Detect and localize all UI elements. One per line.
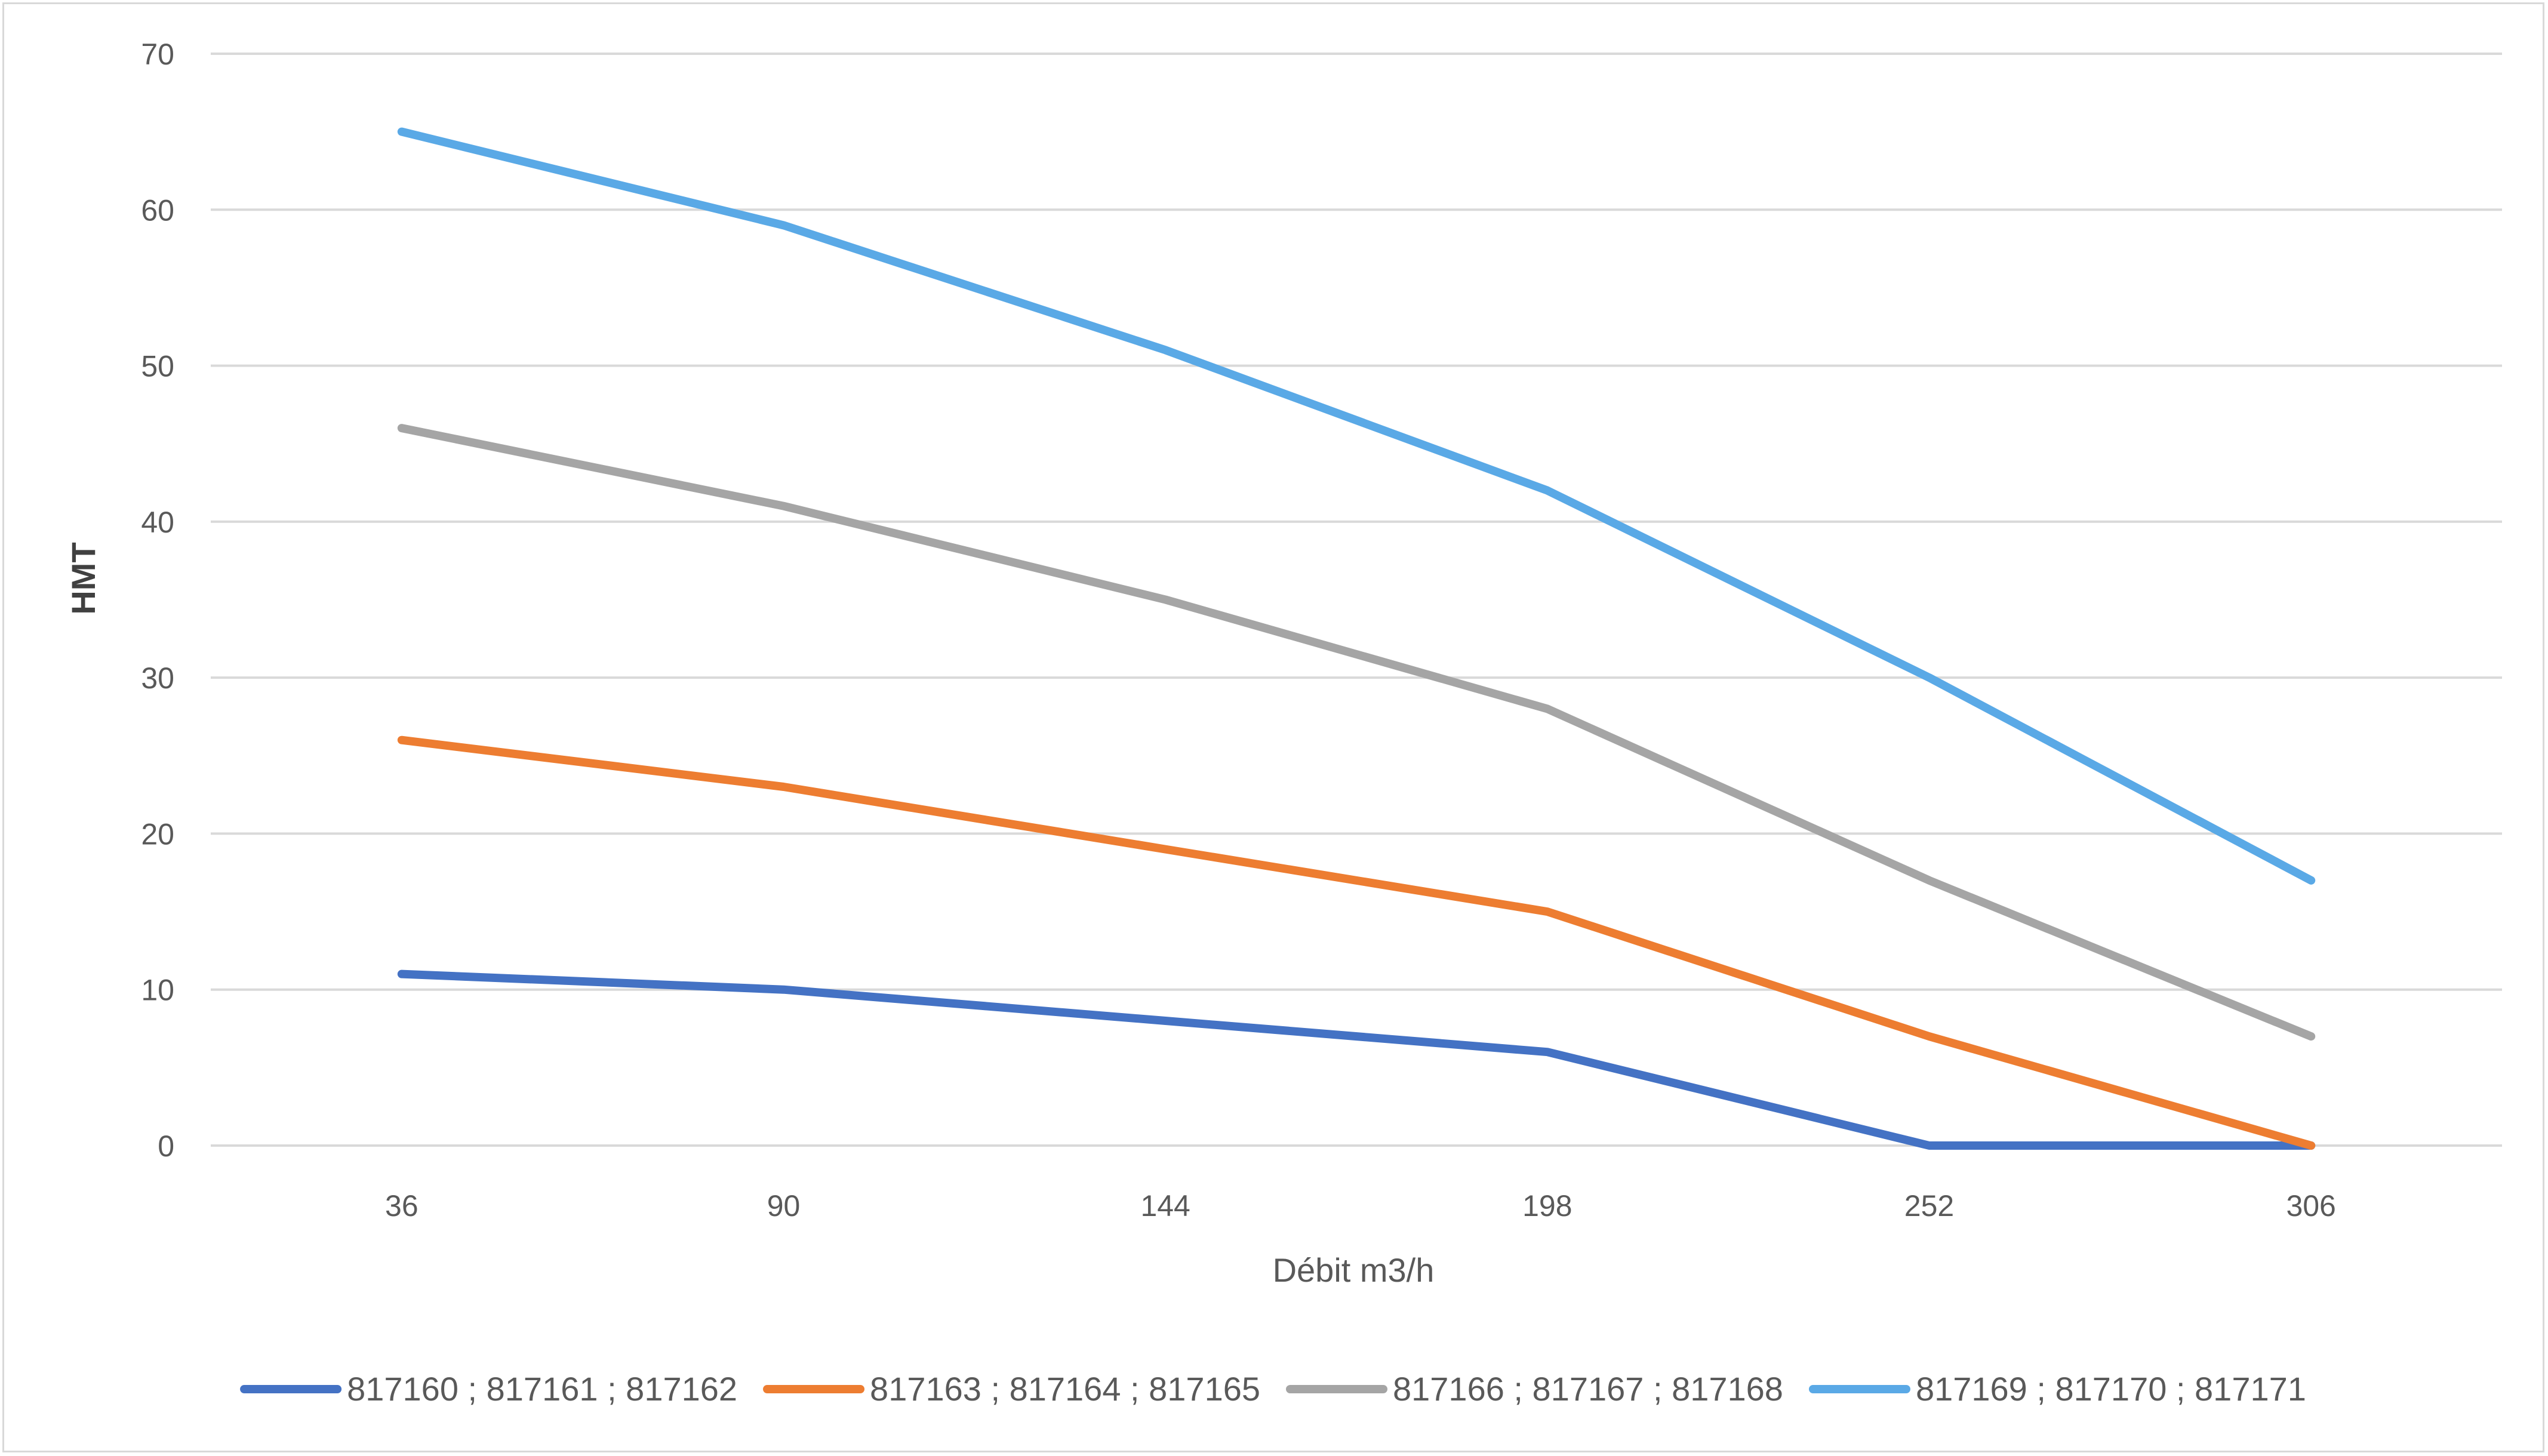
line-chart: 0 10 20 30 40 50 60 70 36 90 144 198 252 306 HMT Déb… bbox=[64, 38, 2502, 1408]
legend-label: 817160 ; 817161 ; 817162 bbox=[347, 1370, 737, 1408]
legend-item-2: 817163 ; 817164 ; 817165 bbox=[763, 1370, 1260, 1408]
y-tick-labels: 0 10 20 30 40 50 60 70 bbox=[141, 38, 174, 1163]
y-axis-title: HMT bbox=[64, 542, 102, 614]
x-tick-label: 198 bbox=[1522, 1189, 1572, 1223]
x-tick-label: 36 bbox=[385, 1189, 418, 1223]
series-line-3 bbox=[397, 424, 2316, 1041]
x-tick-label: 306 bbox=[2286, 1189, 2335, 1223]
series-lines bbox=[397, 127, 2316, 1150]
gridlines bbox=[211, 53, 2502, 1147]
legend-label: 817169 ; 817170 ; 817171 bbox=[1916, 1370, 2306, 1408]
x-axis-title: Débit m3/h bbox=[1273, 1251, 1435, 1289]
y-tick-label: 20 bbox=[141, 817, 174, 851]
legend-item-1: 817160 ; 817161 ; 817162 bbox=[240, 1370, 737, 1408]
legend-item-4: 817169 ; 817170 ; 817171 bbox=[1808, 1370, 2306, 1408]
legend: 817160 ; 817161 ; 817162 817163 ; 817164 … bbox=[240, 1370, 2306, 1408]
series-line-2 bbox=[397, 735, 2316, 1150]
y-tick-label: 50 bbox=[141, 350, 174, 383]
x-tick-label: 144 bbox=[1140, 1189, 1190, 1223]
x-tick-label: 90 bbox=[767, 1189, 801, 1223]
series-line-4 bbox=[397, 127, 2316, 885]
x-tick-label: 252 bbox=[1904, 1189, 1954, 1223]
legend-item-3: 817166 ; 817167 ; 817168 bbox=[1286, 1370, 1783, 1408]
y-tick-label: 30 bbox=[141, 661, 174, 695]
y-tick-label: 40 bbox=[141, 506, 174, 539]
y-tick-label: 0 bbox=[158, 1129, 174, 1163]
y-tick-label: 60 bbox=[141, 193, 174, 227]
y-tick-label: 70 bbox=[141, 38, 174, 71]
legend-label: 817163 ; 817164 ; 817165 bbox=[870, 1370, 1260, 1408]
y-tick-label: 10 bbox=[141, 974, 174, 1007]
series-line-1 bbox=[397, 969, 2316, 1150]
x-tick-labels: 36 90 144 198 252 306 bbox=[385, 1189, 2336, 1223]
legend-label: 817166 ; 817167 ; 817168 bbox=[1393, 1370, 1783, 1408]
